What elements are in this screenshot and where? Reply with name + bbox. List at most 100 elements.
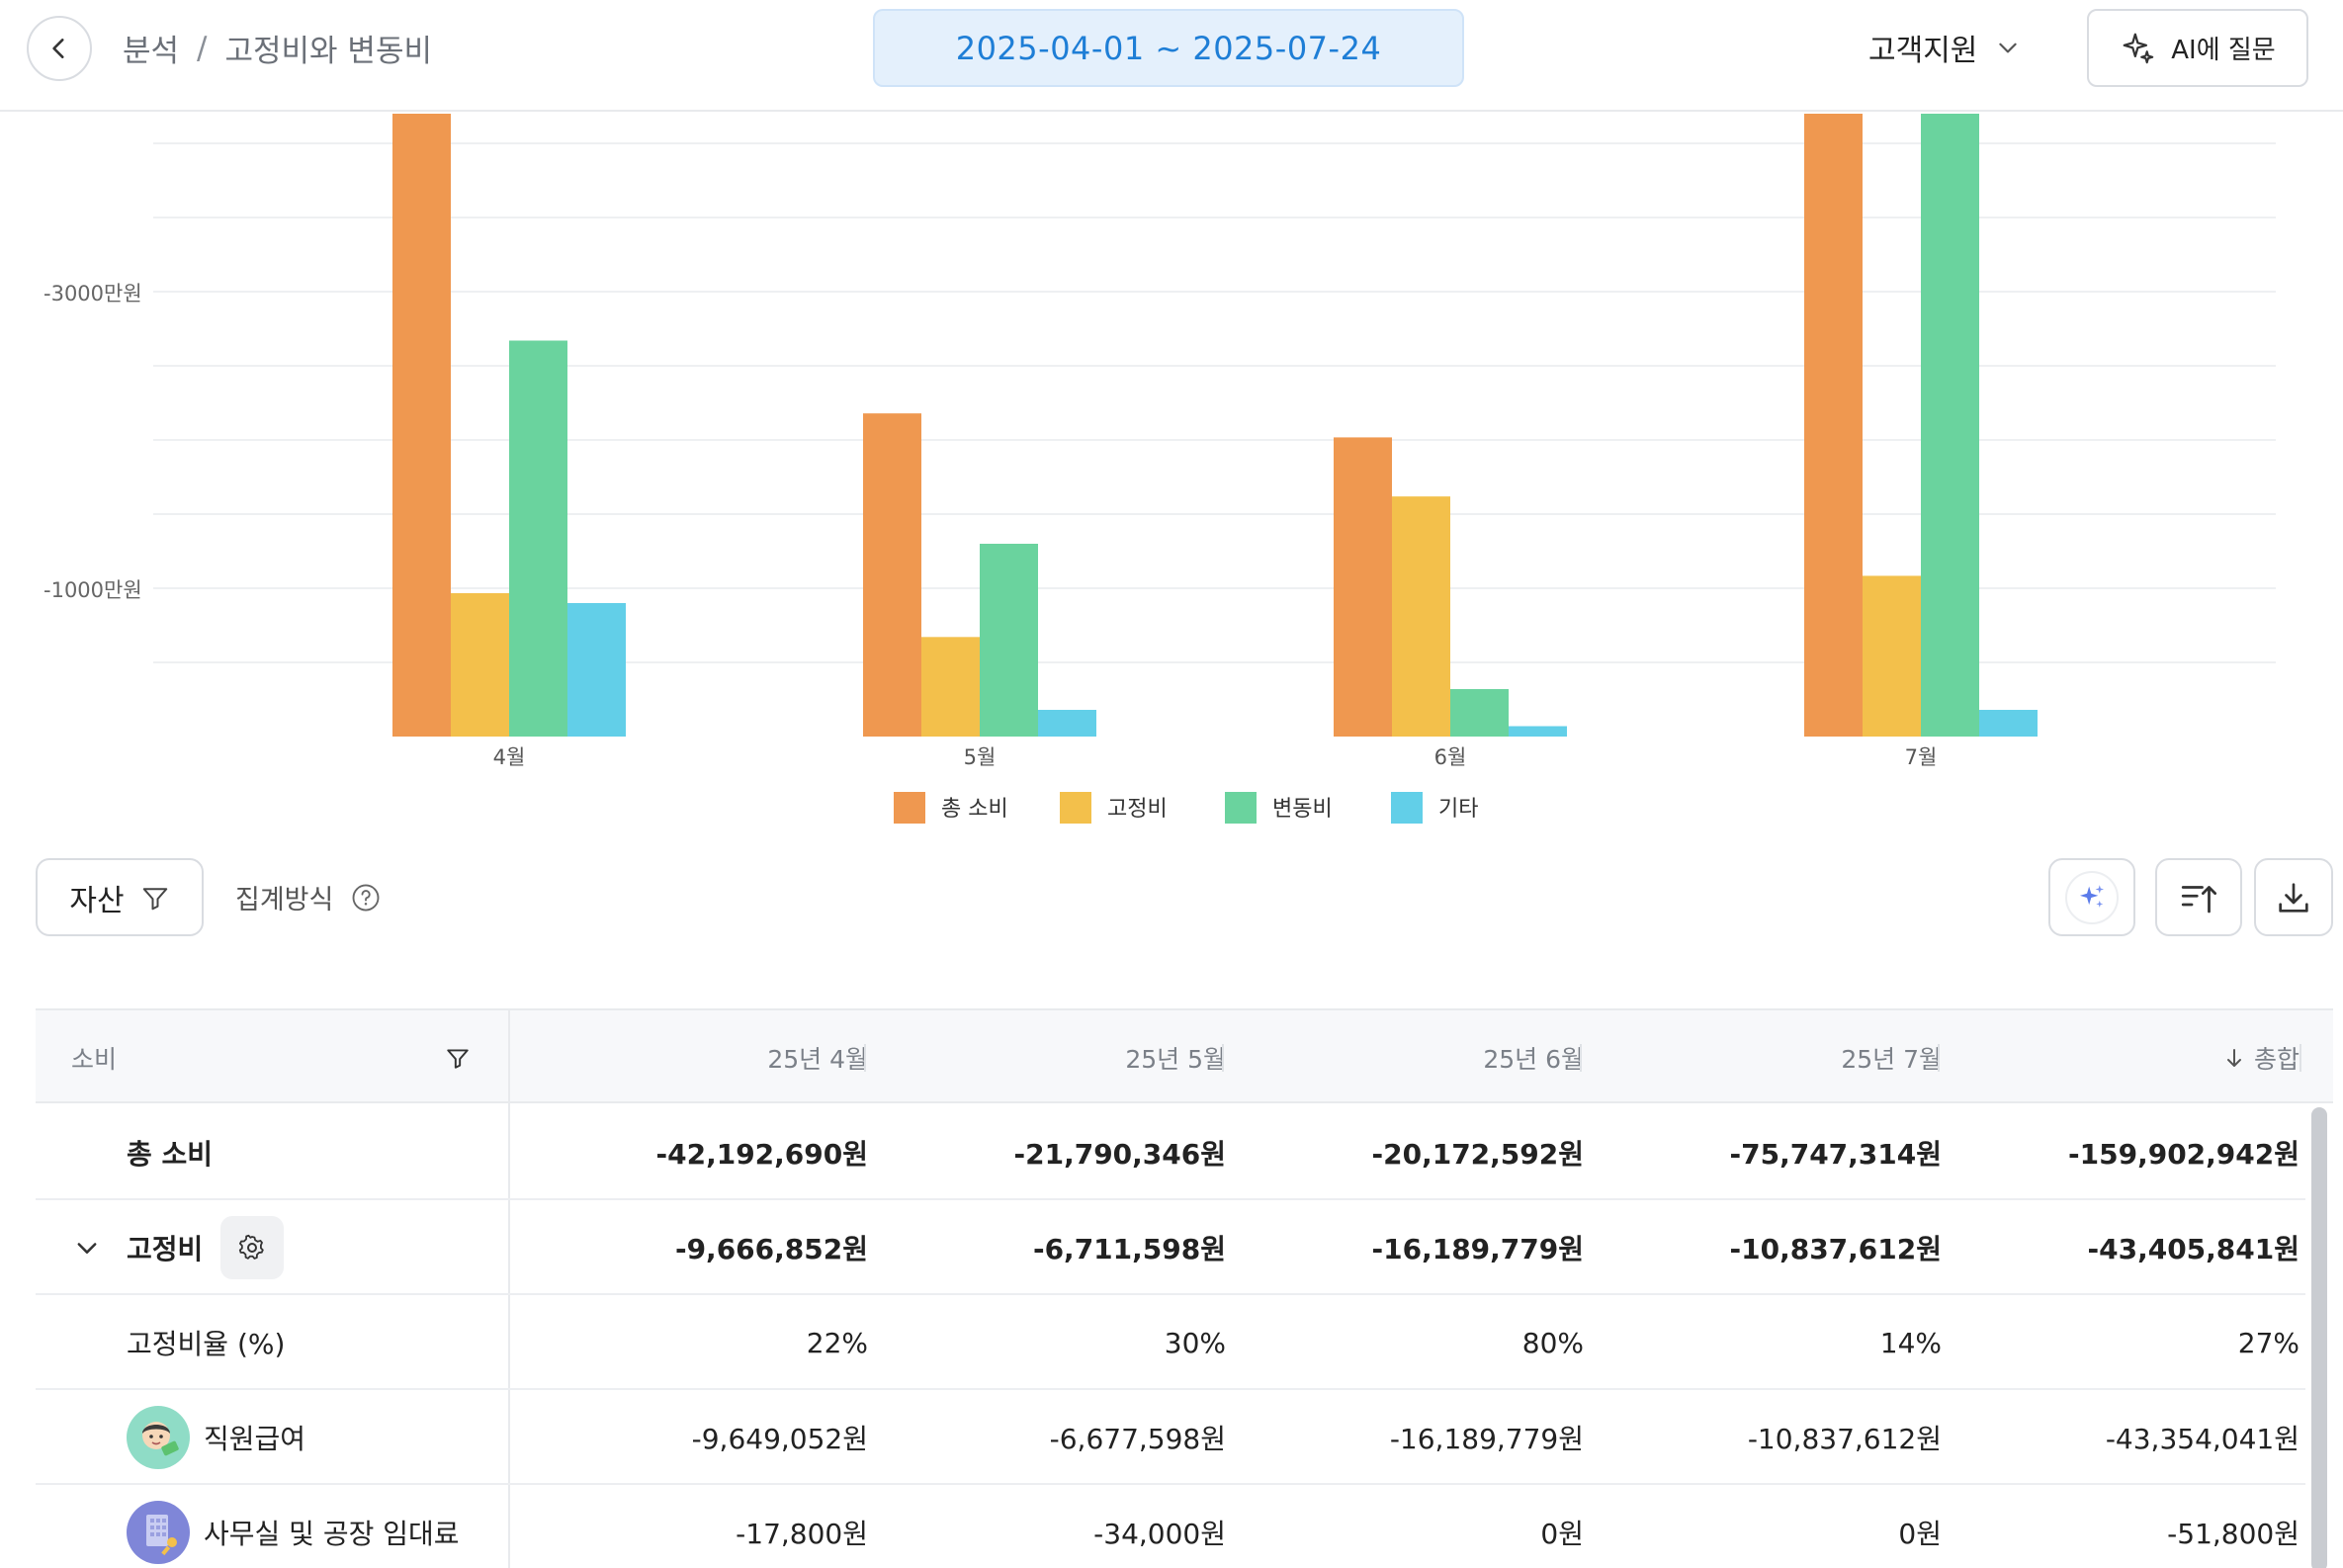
- ask-ai-button[interactable]: AI에 질문: [2087, 9, 2308, 87]
- legend-swatch: [1225, 792, 1257, 824]
- column-header-jun[interactable]: 25년 6월: [1226, 1010, 1584, 1105]
- breadcrumb-item-analysis[interactable]: 분석: [123, 34, 180, 69]
- column-header-total[interactable]: 총합: [1942, 1010, 2300, 1105]
- y-axis-tick-label: -1000만원: [43, 578, 142, 602]
- row-label: 고정비: [127, 1233, 204, 1265]
- column-header-jul[interactable]: 25년 7월: [1584, 1010, 1942, 1105]
- column-header-category: 소비: [71, 1010, 117, 1105]
- cell-jul: 14%: [1879, 1326, 1942, 1359]
- column-header-jun-label: 25년 6월: [1483, 1045, 1584, 1074]
- aggregation-method-label: 집계방식: [235, 885, 334, 915]
- bar-fixed-6[interactable]: [1392, 496, 1450, 737]
- bar-fixed-5[interactable]: [921, 637, 980, 737]
- bar-total-5[interactable]: [863, 413, 921, 737]
- row-label: 총 소비: [127, 1138, 214, 1171]
- legend-swatch: [894, 792, 925, 824]
- row-label-group: 사무실 및 공장 임대료: [127, 1485, 460, 1568]
- bar-other-4[interactable]: [567, 603, 626, 737]
- bar-variable-5[interactable]: [980, 544, 1038, 737]
- download-icon: [2279, 882, 2308, 913]
- table-row-total-spending[interactable]: 총 소비 -42,192,690원 -21,790,346원 -20,172,5…: [36, 1105, 2305, 1200]
- bar-other-5[interactable]: [1038, 710, 1096, 737]
- bar-variable-6[interactable]: [1450, 689, 1509, 737]
- breadcrumb-separator: /: [197, 30, 208, 66]
- legend-label[interactable]: 고정비: [1107, 797, 1168, 822]
- column-divider: [864, 1044, 866, 1072]
- table-scrollbar[interactable]: [2311, 1107, 2327, 1568]
- bar-total-7[interactable]: [1804, 114, 1863, 737]
- breadcrumb-item-current: 고정비와 변동비: [224, 34, 433, 69]
- cell-may: -6,677,598원: [1049, 1423, 1226, 1455]
- bar-total-6[interactable]: [1334, 437, 1392, 737]
- chevron-down-icon: [77, 1243, 97, 1254]
- cell-total: 27%: [2237, 1326, 2300, 1359]
- customer-support-dropdown[interactable]: 고객지원: [1868, 26, 2021, 69]
- bar-fixed-7[interactable]: [1863, 575, 1921, 737]
- sort-button[interactable]: [2155, 858, 2242, 936]
- cell-total: -43,354,041원: [2105, 1423, 2300, 1455]
- bar-other-7[interactable]: [1979, 710, 2038, 737]
- download-button[interactable]: [2254, 858, 2333, 936]
- row-label-group: 고정비: [127, 1200, 285, 1295]
- table-row-salary[interactable]: 직원급여 -9,649,052원 -6,677,598원 -16,189,779…: [36, 1390, 2305, 1485]
- cell-jun: -20,172,592원: [1371, 1138, 1584, 1171]
- y-axis-tick-label: -3000만원: [43, 282, 142, 305]
- cell-jul: -10,837,612원: [1747, 1423, 1942, 1455]
- arrow-down-icon: [2226, 1049, 2241, 1067]
- column-divider: [2300, 1044, 2301, 1072]
- fixed-cost-settings-button[interactable]: [220, 1216, 285, 1279]
- filter-icon[interactable]: [445, 1045, 471, 1071]
- cell-may: -21,790,346원: [1013, 1138, 1226, 1171]
- back-button[interactable]: [27, 16, 92, 81]
- cell-total: -43,405,841원: [2087, 1233, 2300, 1265]
- building-key-icon: [146, 1515, 177, 1556]
- row-label: 고정비율 (%): [127, 1328, 286, 1360]
- bar-fixed-4[interactable]: [451, 592, 509, 737]
- table-row-rent[interactable]: 사무실 및 공장 임대료 -17,800원 -34,000원 0원 0원 -51…: [36, 1485, 2305, 1568]
- legend-label[interactable]: 총 소비: [941, 797, 1008, 822]
- bar-variable-7[interactable]: [1921, 114, 1979, 737]
- row-expand-toggle[interactable]: [73, 1200, 101, 1295]
- bar-variable-4[interactable]: [509, 340, 567, 738]
- date-range-picker[interactable]: 2025-04-01 ~ 2025-07-24: [873, 9, 1464, 87]
- column-divider: [1938, 1044, 1940, 1072]
- table-row-fixed-cost[interactable]: 고정비 -9,666,852원 -6,711,598원 -16,189,779원…: [36, 1200, 2305, 1295]
- asset-filter-label: 자산: [69, 883, 125, 918]
- rent-avatar: [127, 1501, 190, 1564]
- ai-insight-badge: [2065, 870, 2119, 924]
- column-header-apr[interactable]: 25년 4월: [510, 1010, 868, 1105]
- cell-jul: -75,747,314원: [1729, 1138, 1942, 1171]
- ai-insight-button[interactable]: [2048, 858, 2135, 936]
- cell-jul: -10,837,612원: [1729, 1233, 1942, 1265]
- legend-label[interactable]: 변동비: [1272, 797, 1333, 822]
- breadcrumb: 분석 / 고정비와 변동비: [123, 26, 432, 70]
- sparkle-icon: [2123, 33, 2154, 63]
- row-label: 직원급여: [204, 1423, 306, 1455]
- column-header-apr-label: 25년 4월: [767, 1045, 868, 1074]
- cell-may: -34,000원: [1093, 1518, 1226, 1550]
- sort-ascending-icon: [2181, 885, 2217, 913]
- aggregation-method: 집계방식: [235, 878, 381, 916]
- x-axis-tick-label: 6월: [1434, 745, 1467, 769]
- column-header-may[interactable]: 25년 5월: [868, 1010, 1226, 1105]
- help-circle-icon[interactable]: [351, 883, 381, 913]
- legend-label[interactable]: 기타: [1438, 797, 1478, 822]
- top-header: 분석 / 고정비와 변동비 2025-04-01 ~ 2025-07-24 고객…: [0, 0, 2343, 112]
- bar-total-4[interactable]: [392, 114, 451, 738]
- cell-apr: -9,649,052원: [691, 1423, 868, 1455]
- x-axis-tick-label: 7월: [1905, 745, 1938, 769]
- column-header-total-label: 총합: [2253, 1045, 2300, 1074]
- cell-apr: -17,800원: [736, 1518, 868, 1550]
- salary-avatar: [127, 1406, 190, 1469]
- table-row-fixed-cost-ratio[interactable]: 고정비율 (%) 22% 30% 80% 14% 27%: [36, 1295, 2305, 1390]
- asset-filter-button[interactable]: 자산: [36, 858, 204, 936]
- cell-may: -6,711,598원: [1032, 1233, 1226, 1265]
- bar-other-6[interactable]: [1509, 726, 1567, 738]
- cell-jun: -16,189,779원: [1389, 1423, 1584, 1455]
- column-divider: [1580, 1044, 1582, 1072]
- cell-apr: 22%: [806, 1326, 868, 1359]
- customer-support-label: 고객지원: [1868, 34, 1978, 68]
- sparkle-icon: [2079, 884, 2105, 908]
